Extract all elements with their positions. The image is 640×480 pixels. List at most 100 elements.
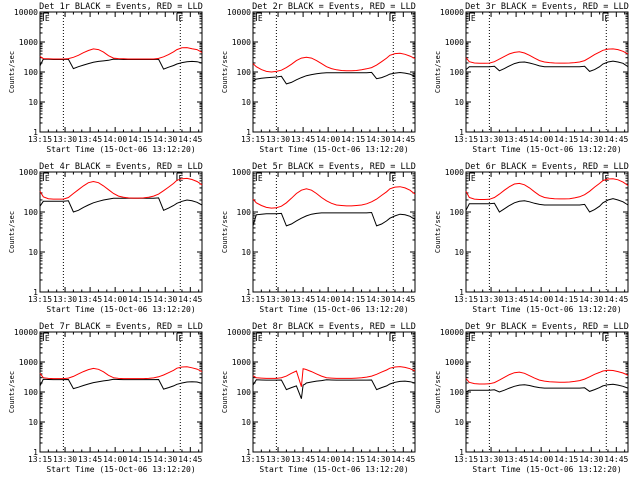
chart-panel-2: Det 2r BLACK = Events, RED = LLD 1 10 100 10… <box>221 2 416 154</box>
y-tick-label: 100 <box>24 388 39 397</box>
x-tick-label: 13:30 <box>53 295 77 304</box>
x-tick-label: 14:00 <box>316 295 340 304</box>
x-tick-label: 14:15 <box>128 295 152 304</box>
series-events-line <box>39 378 203 390</box>
series-events-line <box>39 58 203 70</box>
plot-frame <box>39 171 203 293</box>
x-tick-label: 13:30 <box>479 135 503 144</box>
x-tick-label: 14:00 <box>103 455 127 464</box>
x-tick-label: 14:00 <box>529 135 553 144</box>
y-tick-label: 100 <box>237 208 252 217</box>
y-tick-label: 10 <box>28 418 38 427</box>
plot-frame <box>252 331 416 453</box>
e-marker-bracket <box>389 332 395 341</box>
y-tick-label: 1 <box>33 288 38 297</box>
e-marker-label: E <box>258 174 263 183</box>
plot-frame <box>465 171 629 293</box>
y-axis-label: Counts/sec <box>8 371 16 413</box>
y-tick-label: 1 <box>459 128 464 137</box>
y-tick-label: 10000 <box>440 328 464 337</box>
chart-title: Det 9r BLACK = Events, RED = LLD <box>465 322 629 332</box>
x-tick-label: 13:15 <box>454 455 478 464</box>
x-tick-label: 13:30 <box>53 135 77 144</box>
y-tick-label: 100 <box>450 388 465 397</box>
series-lld-line <box>39 366 203 380</box>
chart-panel-6: Det 6r BLACK = Events, RED = LLD 1 10 100 10… <box>434 162 629 314</box>
x-axis-label: Start Time (15-Oct-06 13:12:20) <box>259 145 408 154</box>
x-tick-label: 14:30 <box>153 135 177 144</box>
y-axis-label: Counts/sec <box>221 51 229 93</box>
e-marker-label: E <box>178 334 183 343</box>
y-axis-label: Counts/sec <box>221 371 229 413</box>
e-marker-bracket <box>42 332 49 341</box>
e-marker-bracket <box>255 332 262 341</box>
x-tick-label: 13:45 <box>291 295 315 304</box>
y-tick-label: 100 <box>450 68 465 77</box>
x-axis-label: Start Time (15-Oct-06 13:12:20) <box>259 465 408 474</box>
x-tick-label: 13:45 <box>504 295 528 304</box>
x-tick-label: 13:45 <box>78 295 102 304</box>
y-tick-label: 1000 <box>19 38 38 47</box>
x-tick-label: 13:30 <box>266 295 290 304</box>
chart-title: Det 7r BLACK = Events, RED = LLD <box>39 322 203 332</box>
x-tick-label: 13:45 <box>78 455 102 464</box>
x-axis-label: Start Time (15-Oct-06 13:12:20) <box>46 305 195 314</box>
x-tick-label: 13:45 <box>291 455 315 464</box>
series-events-line <box>465 60 629 72</box>
y-tick-label: 10 <box>241 248 251 257</box>
y-tick-label: 100 <box>237 68 252 77</box>
x-tick-label: 14:30 <box>366 295 390 304</box>
e-marker-label: E <box>604 14 609 23</box>
y-tick-label: 10000 <box>14 328 38 337</box>
x-tick-label: 14:15 <box>341 135 365 144</box>
x-tick-label: 14:30 <box>579 455 603 464</box>
series-lld-line <box>465 178 629 200</box>
e-marker-bracket <box>389 172 395 181</box>
x-tick-label: 14:15 <box>554 295 578 304</box>
y-tick-label: 1000 <box>232 168 251 177</box>
chart-title: Det 4r BLACK = Events, RED = LLD <box>39 162 203 172</box>
series-events-line <box>465 383 629 393</box>
y-axis-label: Counts/sec <box>434 51 442 93</box>
y-tick-label: 1000 <box>232 38 251 47</box>
e-marker-label: E <box>471 334 476 343</box>
y-tick-label: 1000 <box>19 358 38 367</box>
x-tick-label: 13:15 <box>454 295 478 304</box>
x-tick-label: 14:45 <box>391 295 415 304</box>
e-marker-bracket <box>468 332 475 341</box>
y-tick-label: 1 <box>459 288 464 297</box>
plot-frame <box>252 171 416 293</box>
e-marker-bracket <box>468 172 475 181</box>
y-axis-label: Counts/sec <box>434 211 442 253</box>
y-tick-label: 1000 <box>445 38 464 47</box>
y-tick-label: 10000 <box>14 8 38 17</box>
y-tick-label: 100 <box>237 388 252 397</box>
y-tick-label: 1000 <box>232 358 251 367</box>
e-marker-label: E <box>178 14 183 23</box>
x-tick-label: 13:30 <box>479 455 503 464</box>
x-tick-label: 13:15 <box>241 295 265 304</box>
e-marker-label: E <box>471 14 476 23</box>
e-marker-bracket <box>176 12 182 21</box>
series-lld-line <box>252 366 416 387</box>
x-axis-label: Start Time (15-Oct-06 13:12:20) <box>46 465 195 474</box>
y-tick-label: 10 <box>454 418 464 427</box>
x-tick-label: 14:30 <box>366 455 390 464</box>
e-marker-label: E <box>258 14 263 23</box>
x-tick-label: 14:00 <box>529 455 553 464</box>
e-marker-bracket <box>468 12 475 21</box>
x-tick-label: 14:15 <box>554 135 578 144</box>
y-tick-label: 10 <box>454 248 464 257</box>
y-tick-label: 10000 <box>227 8 251 17</box>
x-tick-label: 13:45 <box>504 135 528 144</box>
e-marker-bracket <box>176 172 182 181</box>
plot-frame <box>252 11 416 133</box>
x-tick-label: 14:45 <box>604 455 628 464</box>
x-tick-label: 14:45 <box>178 135 202 144</box>
x-axis-label: Start Time (15-Oct-06 13:12:20) <box>259 305 408 314</box>
chart-panel-3: Det 3r BLACK = Events, RED = LLD 1 10 100 10… <box>434 2 629 154</box>
chart-title: Det 8r BLACK = Events, RED = LLD <box>252 322 416 332</box>
e-marker-label: E <box>391 334 396 343</box>
y-tick-label: 1 <box>246 128 251 137</box>
